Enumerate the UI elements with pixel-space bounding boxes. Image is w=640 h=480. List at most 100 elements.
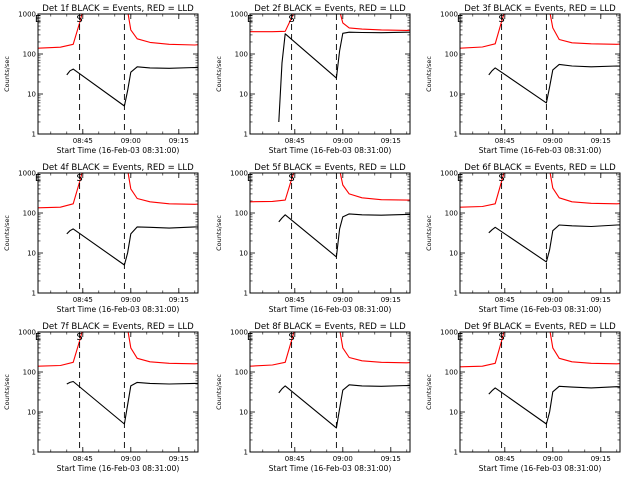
series-lld-line — [38, 14, 198, 49]
x-axis-label: Start Time (16-Feb-03 08:31:00) — [269, 305, 392, 314]
x-axis-label: Start Time (16-Feb-03 08:31:00) — [57, 464, 180, 473]
x-tick-label: 09:15 — [169, 296, 189, 304]
panel-title: Det 4f BLACK = Events, RED = LLD — [42, 163, 194, 173]
plot-frame — [459, 13, 621, 135]
plot-area — [250, 14, 410, 123]
x-axis-label: Start Time (16-Feb-03 08:31:00) — [479, 464, 602, 473]
y-tick-label: 1000 — [230, 170, 248, 178]
series-lld-line — [38, 332, 198, 367]
y-tick-label: 100 — [445, 210, 458, 218]
plot-area — [460, 173, 620, 263]
x-axis-label: Start Time (16-Feb-03 08:31:00) — [479, 146, 602, 155]
y-tick-label: 1 — [454, 131, 458, 139]
x-tick-label: 08:45 — [285, 137, 305, 145]
x-tick-label: 08:45 — [495, 296, 515, 304]
panel-title: Det 6f BLACK = Events, RED = LLD — [464, 163, 616, 173]
x-tick-label: 09:15 — [381, 455, 401, 463]
y-axis-label: Counts/sec — [215, 374, 223, 410]
y-tick-label: 1 — [244, 131, 248, 139]
series-lld-line — [460, 173, 620, 208]
plot-frame — [37, 13, 199, 135]
panel-title: Det 9f BLACK = Events, RED = LLD — [464, 322, 616, 332]
x-tick-label: 08:45 — [495, 455, 515, 463]
y-tick-label: 1 — [32, 449, 36, 457]
y-tick-label: 1000 — [440, 11, 458, 19]
x-tick-label: 09:00 — [121, 137, 141, 145]
x-tick-label: 09:15 — [591, 137, 611, 145]
marker-label: S — [288, 173, 294, 184]
plot-area — [460, 332, 620, 425]
x-axis-label: Start Time (16-Feb-03 08:31:00) — [57, 146, 180, 155]
plot-frame — [459, 172, 621, 294]
y-tick-label: 10 — [27, 409, 36, 417]
panel-3: Det 3f BLACK = Events, RED = LLD Counts/s… — [425, 4, 621, 155]
x-tick-label: 09:15 — [169, 455, 189, 463]
y-tick-label: 1 — [244, 290, 248, 298]
marker-label: S — [76, 332, 82, 343]
y-tick-label: 100 — [445, 369, 458, 377]
x-tick-label: 09:00 — [543, 296, 563, 304]
x-tick-label: 08:45 — [285, 455, 305, 463]
panel-7: Det 7f BLACK = Events, RED = LLD Counts/s… — [3, 322, 199, 473]
marker-label: S — [498, 14, 504, 25]
x-tick-label: 09:15 — [591, 296, 611, 304]
x-axis-label: Start Time (16-Feb-03 08:31:00) — [269, 146, 392, 155]
x-tick-label: 09:15 — [169, 137, 189, 145]
y-axis-label: Counts/sec — [215, 56, 223, 92]
series-events-line — [66, 380, 198, 425]
plot-frame — [249, 331, 411, 453]
y-tick-label: 1000 — [18, 170, 36, 178]
panel-title: Det 5f BLACK = Events, RED = LLD — [254, 163, 406, 173]
series-lld-line — [250, 173, 410, 203]
x-tick-label: 09:00 — [333, 455, 353, 463]
y-tick-label: 100 — [23, 51, 36, 59]
series-events-line — [278, 384, 410, 429]
series-events-line — [66, 66, 198, 107]
y-tick-label: 1000 — [230, 11, 248, 19]
y-tick-label: 100 — [235, 369, 248, 377]
y-tick-label: 1 — [32, 131, 36, 139]
plot-frame — [37, 331, 199, 453]
x-tick-label: 08:45 — [495, 137, 515, 145]
y-tick-label: 100 — [23, 369, 36, 377]
series-lld-line — [460, 14, 620, 49]
series-events-line — [488, 63, 620, 104]
series-lld-line — [38, 173, 198, 209]
x-tick-label: 08:45 — [73, 296, 93, 304]
series-events-line — [488, 224, 620, 263]
x-axis-label: Start Time (16-Feb-03 08:31:00) — [57, 305, 180, 314]
marker-label: S — [498, 332, 504, 343]
series-lld-line — [250, 332, 410, 367]
y-tick-label: 1000 — [230, 329, 248, 337]
panel-8: Det 8f BLACK = Events, RED = LLD Counts/s… — [215, 322, 411, 473]
y-tick-label: 1000 — [18, 11, 36, 19]
y-axis-label: Counts/sec — [425, 56, 433, 92]
x-tick-label: 09:00 — [543, 137, 563, 145]
x-tick-label: 09:15 — [591, 455, 611, 463]
y-tick-label: 1000 — [440, 329, 458, 337]
panel-title: Det 3f BLACK = Events, RED = LLD — [464, 4, 616, 14]
y-axis-label: Counts/sec — [3, 56, 11, 92]
plot-frame — [249, 172, 411, 294]
x-tick-label: 09:00 — [333, 296, 353, 304]
panel-title: Det 8f BLACK = Events, RED = LLD — [254, 322, 406, 332]
series-events-line — [66, 226, 198, 266]
y-tick-label: 10 — [239, 409, 248, 417]
panel-5: Det 5f BLACK = Events, RED = LLD Counts/s… — [215, 163, 411, 314]
x-tick-label: 09:00 — [121, 455, 141, 463]
x-axis-label: Start Time (16-Feb-03 08:31:00) — [479, 305, 602, 314]
x-axis-label: Start Time (16-Feb-03 08:31:00) — [269, 464, 392, 473]
series-lld-line — [250, 14, 410, 33]
marker-label: S — [498, 173, 504, 184]
y-axis-label: Counts/sec — [3, 374, 11, 410]
plot-area — [460, 14, 620, 104]
marker-label: S — [76, 173, 82, 184]
panel-6: Det 6f BLACK = Events, RED = LLD Counts/s… — [425, 163, 621, 314]
plot-area — [38, 173, 198, 266]
plot-frame — [459, 331, 621, 453]
plot-area — [250, 173, 410, 258]
series-events-line — [278, 31, 410, 123]
panel-title: Det 2f BLACK = Events, RED = LLD — [254, 4, 406, 14]
x-tick-label: 09:00 — [121, 296, 141, 304]
